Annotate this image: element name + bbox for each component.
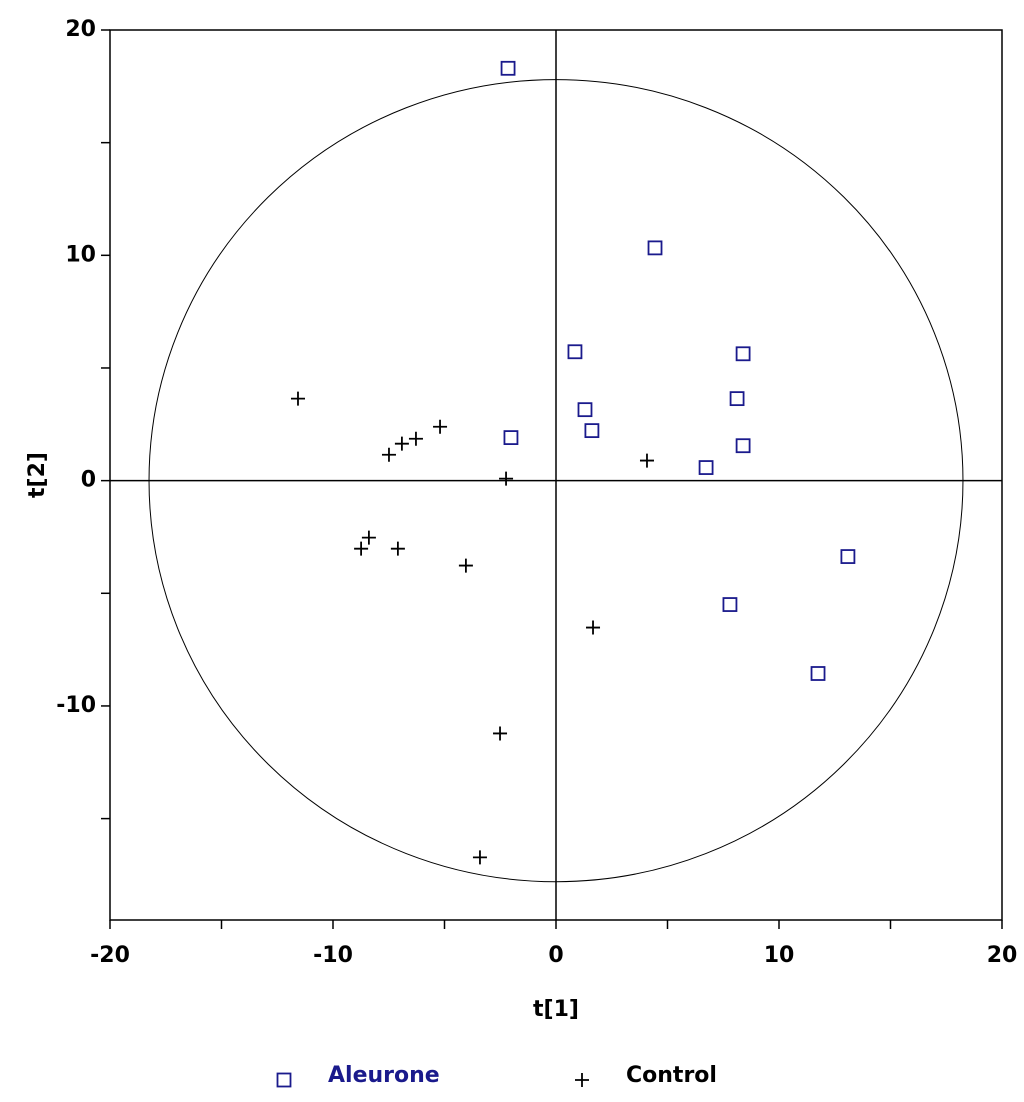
- point: [381, 447, 396, 462]
- x-tick-label: -20: [90, 943, 130, 968]
- point: [647, 240, 663, 256]
- point: [472, 850, 487, 865]
- confidence-ellipse: [148, 79, 964, 883]
- point: [810, 666, 826, 681]
- x-tick-label: -10: [313, 943, 353, 968]
- point: [577, 402, 593, 418]
- point: [290, 391, 305, 406]
- point: [840, 549, 856, 564]
- point: [499, 471, 514, 486]
- point: [500, 60, 516, 76]
- y-tick-label: 10: [65, 242, 96, 267]
- point: [567, 344, 583, 360]
- x-tick-label: 0: [548, 943, 563, 968]
- point: [584, 423, 600, 439]
- point: [458, 558, 473, 573]
- point: [729, 391, 745, 407]
- x-tick-label: 10: [764, 943, 795, 968]
- point: [361, 530, 376, 545]
- point: [433, 419, 448, 434]
- point: [503, 430, 519, 445]
- y-axis-label: t[2]: [25, 452, 50, 498]
- y-tick-label: 0: [81, 468, 96, 493]
- y-tick-label: 20: [65, 17, 96, 42]
- y-tick-label: -10: [56, 693, 96, 718]
- point: [698, 460, 714, 475]
- legend-marker: [575, 1073, 589, 1087]
- point: [408, 431, 423, 446]
- point: [735, 438, 751, 454]
- point: [390, 541, 405, 556]
- point: [735, 346, 751, 362]
- x-axis-label: t[1]: [533, 997, 579, 1022]
- legend-label: Control: [626, 1063, 717, 1088]
- point: [354, 541, 369, 556]
- legend-label: Aleurone: [328, 1063, 440, 1088]
- point: [639, 453, 654, 468]
- legend-marker: [276, 1072, 292, 1088]
- x-tick-label: 20: [987, 943, 1018, 968]
- point: [722, 597, 738, 612]
- point: [586, 620, 601, 635]
- point: [493, 726, 508, 741]
- point: [394, 436, 409, 451]
